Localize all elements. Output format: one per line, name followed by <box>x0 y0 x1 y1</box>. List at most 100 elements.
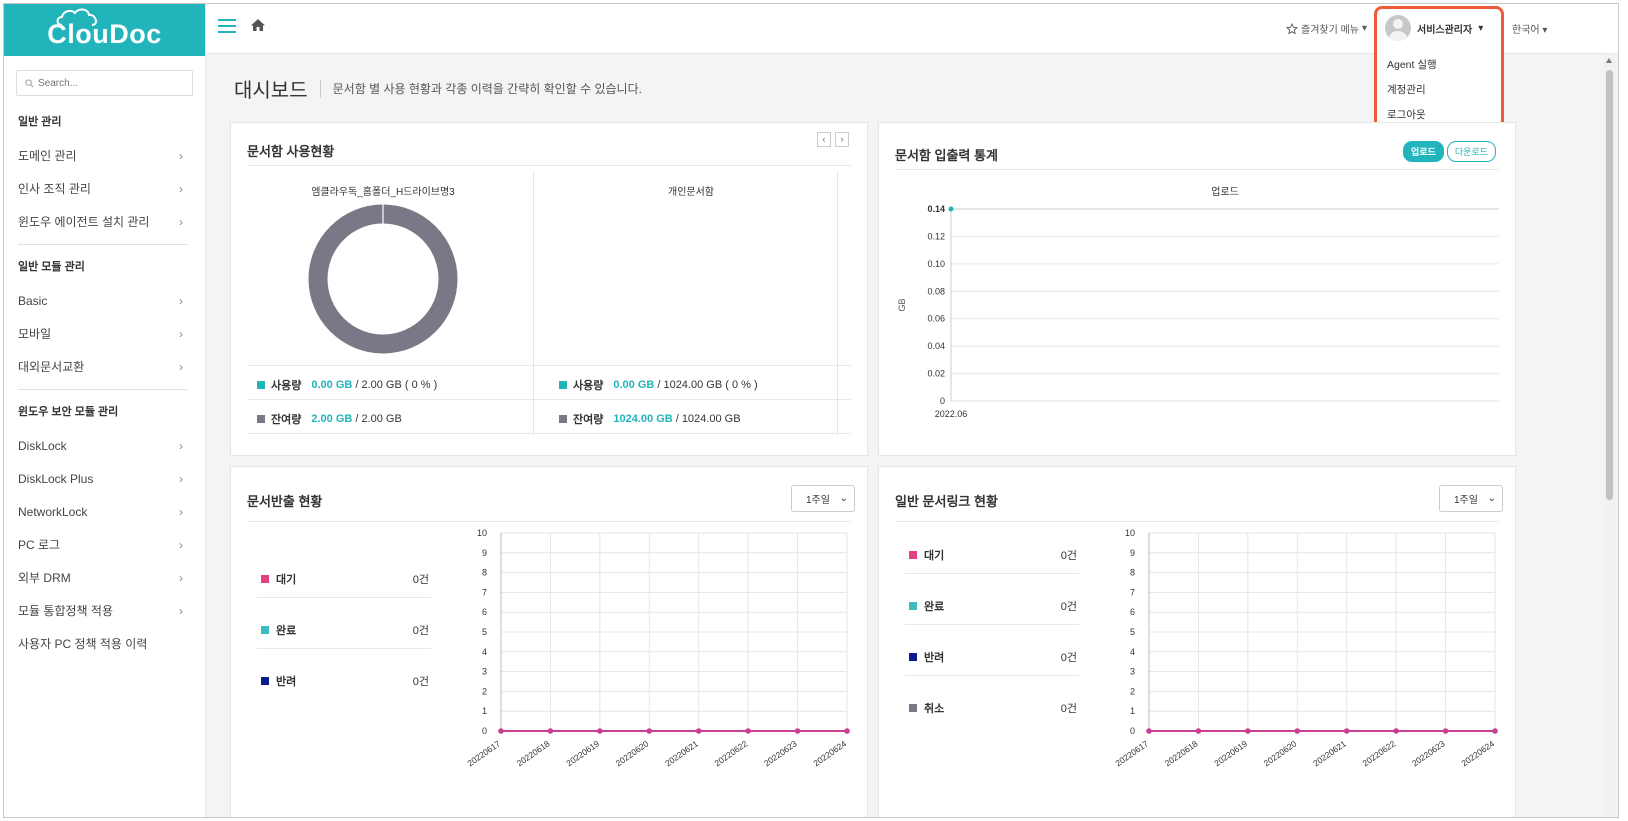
chevron-right-icon: › <box>179 438 183 453</box>
divider <box>905 675 1079 676</box>
divider <box>247 433 851 434</box>
sidebar-item[interactable]: 모듈 통합정책 적용 › <box>4 594 205 627</box>
x-tick-label: 20220620 <box>1262 738 1299 768</box>
usage-remain-row: 잔여량 1024.00 GB / 1024.00 GB <box>559 411 741 427</box>
usage-remain-row: 잔여량 2.00 GB / 2.00 GB <box>257 411 402 427</box>
divider <box>257 648 431 649</box>
sidebar-item[interactable]: 사용자 PC 정책 적용 이력 <box>4 627 205 660</box>
prev-page-button[interactable]: ‹ <box>817 132 831 147</box>
y-tick-label: 3 <box>482 667 487 677</box>
home-icon[interactable] <box>250 17 266 33</box>
usage-used-row: 사용량 0.00 GB / 2.00 GB ( 0 % ) <box>257 377 437 393</box>
remain-swatch <box>559 415 567 423</box>
status-label: 대기 <box>924 550 945 562</box>
user-dropdown: 서비스관리자 ▾ Agent 실행 계정관리 로그아웃 <box>1374 6 1504 144</box>
used-value: 0.00 GB <box>311 379 353 391</box>
language-selector[interactable]: 한국어 ▾ <box>1512 21 1547 36</box>
sidebar-item[interactable]: 모바일 › <box>4 317 205 350</box>
sidebar-item[interactable]: 대외문서교환 › <box>4 350 205 383</box>
y-tick-label: 1 <box>1130 706 1135 716</box>
remain-total: / 2.00 GB <box>355 413 402 425</box>
status-swatch <box>261 626 269 634</box>
sidebar-item[interactable]: DiskLock › <box>4 429 205 462</box>
status-row: 반려 0건 <box>909 649 1077 665</box>
used-value: 0.00 GB <box>613 379 655 391</box>
data-point <box>844 728 850 734</box>
search-input[interactable] <box>38 77 178 89</box>
status-swatch <box>909 704 917 712</box>
chevron-right-icon: › <box>179 214 183 229</box>
status-row: 반려 0건 <box>261 673 429 689</box>
data-point <box>1146 728 1152 734</box>
sidebar-item[interactable]: DiskLock Plus › <box>4 462 205 495</box>
column-divider <box>533 171 534 435</box>
chevron-right-icon: › <box>179 181 183 196</box>
y-tick-label: 0.12 <box>927 231 945 241</box>
y-tick-label: 8 <box>1130 568 1135 578</box>
scroll-up-icon[interactable] <box>1606 58 1612 63</box>
sidebar-item[interactable]: 윈도우 에이전트 설치 관리 › <box>4 205 205 238</box>
menu-agent-run[interactable]: Agent 실행 <box>1387 59 1437 71</box>
x-tick-label: 20220624 <box>1459 738 1496 768</box>
sidebar-item[interactable]: NetworkLock › <box>4 495 205 528</box>
chevron-right-icon: › <box>179 570 183 585</box>
scrollbar-thumb[interactable] <box>1606 70 1613 500</box>
menu-account[interactable]: 계정관리 <box>1387 84 1426 96</box>
divider <box>247 365 851 366</box>
x-tick-label: 20220619 <box>1212 738 1249 768</box>
status-swatch <box>909 602 917 610</box>
sidebar-item-label: 모듈 통합정책 적용 <box>18 604 113 618</box>
status-label: 반려 <box>276 676 297 688</box>
sidebar-item-label: 외부 DRM <box>18 571 71 585</box>
link-period-select[interactable]: 1주일 ⌄ <box>1439 485 1503 512</box>
logo[interactable]: ClouDoc <box>4 4 205 56</box>
x-tick-label: 20220618 <box>515 738 552 768</box>
divider <box>247 399 851 400</box>
data-point <box>1442 728 1449 734</box>
x-tick-label: 20220620 <box>614 738 651 768</box>
status-count: 0건 <box>1060 703 1077 715</box>
usage-used-row: 사용량 0.00 GB / 1024.00 GB ( 0 % ) <box>559 377 758 393</box>
status-label: 완료 <box>924 601 945 613</box>
caret-down-icon: ▾ <box>1478 22 1484 34</box>
menu-logout[interactable]: 로그아웃 <box>1387 109 1426 121</box>
search-box[interactable] <box>16 70 193 96</box>
export-panel-title: 문서반출 현황 <box>247 494 323 509</box>
sidebar-item[interactable]: Basic › <box>4 284 205 317</box>
user-name: 서비스관리자 <box>1417 24 1473 36</box>
export-period-select[interactable]: 1주일 ⌄ <box>791 485 855 512</box>
donut-remain-slice <box>308 204 458 354</box>
sidebar-item[interactable]: 외부 DRM › <box>4 561 205 594</box>
remain-label: 잔여량 <box>573 414 604 426</box>
y-tick-label: 6 <box>1130 607 1135 617</box>
data-point <box>1492 728 1498 734</box>
y-tick-label: 1 <box>482 706 487 716</box>
sidebar-item[interactable]: 도메인 관리 › <box>4 139 205 172</box>
remain-swatch <box>257 415 265 423</box>
remain-total: / 1024.00 GB <box>675 413 741 425</box>
x-tick-label: 20220619 <box>564 738 601 768</box>
status-count: 0건 <box>1060 652 1077 664</box>
sidebar-divider <box>18 389 187 390</box>
remain-value: 1024.00 GB <box>613 413 673 425</box>
sidebar-item[interactable]: 인사 조직 관리 › <box>4 172 205 205</box>
sidebar-item[interactable]: PC 로그 › <box>4 528 205 561</box>
usage-column-title: 엠클라우독_홈폴더_H드라이브명3 <box>311 187 455 198</box>
favorites-menu[interactable]: 즐겨찾기 메뉴 ▾ <box>1286 21 1367 36</box>
chevron-right-icon: › <box>179 471 183 486</box>
status-count: 0건 <box>1060 601 1077 613</box>
chevron-right-icon: › <box>179 504 183 519</box>
user-menu-toggle[interactable]: 서비스관리자 ▾ <box>1377 9 1501 47</box>
y-axis-label: GB <box>897 298 907 311</box>
page-scrollbar[interactable] <box>1603 54 1616 817</box>
download-toggle-button[interactable]: 다운로드 <box>1446 141 1496 162</box>
y-tick-label: 0 <box>940 396 945 406</box>
upload-toggle-button[interactable]: 업로드 <box>1403 141 1444 162</box>
next-page-button[interactable]: › <box>835 132 849 147</box>
chevron-right-icon: › <box>179 148 183 163</box>
usage-donut-chart <box>308 204 458 354</box>
sidebar-group-title: 일반 관리 <box>18 116 62 128</box>
y-tick-label: 10 <box>477 528 487 538</box>
hamburger-menu-icon[interactable] <box>218 19 236 33</box>
status-label: 대기 <box>276 574 297 586</box>
